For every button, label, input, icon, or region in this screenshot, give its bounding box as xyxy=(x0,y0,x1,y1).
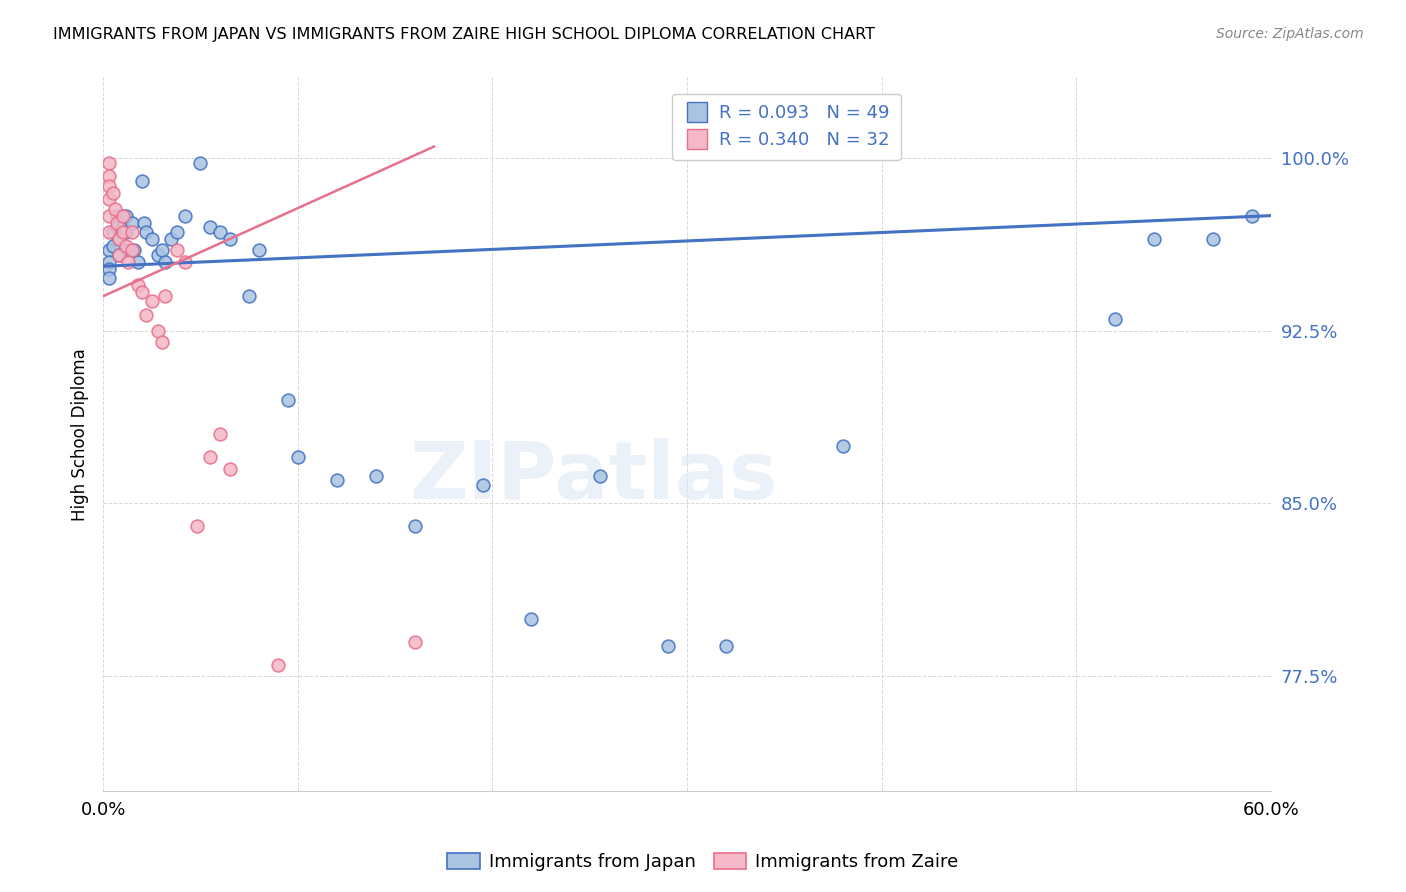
Point xyxy=(831,439,853,453)
Point xyxy=(127,254,149,268)
Point xyxy=(150,335,173,350)
Point xyxy=(277,392,299,407)
Point xyxy=(218,462,240,476)
Point xyxy=(155,254,177,268)
Point xyxy=(166,225,188,239)
Point xyxy=(101,225,124,239)
Point xyxy=(115,238,138,252)
Point xyxy=(267,657,290,672)
Point xyxy=(115,209,138,223)
Point xyxy=(105,209,128,223)
Point xyxy=(121,243,143,257)
Point xyxy=(471,478,494,492)
Point xyxy=(98,193,121,207)
Text: Source: ZipAtlas.com: Source: ZipAtlas.com xyxy=(1216,27,1364,41)
Point xyxy=(98,243,121,257)
Point xyxy=(98,178,121,193)
Point xyxy=(101,238,124,252)
Point xyxy=(107,248,129,262)
Point xyxy=(135,308,157,322)
Point xyxy=(238,289,260,303)
Point xyxy=(117,254,139,268)
Point xyxy=(98,155,121,169)
Point xyxy=(155,289,177,303)
Point xyxy=(98,209,121,223)
Point xyxy=(132,215,155,229)
Point xyxy=(588,468,610,483)
Point xyxy=(173,254,195,268)
Point xyxy=(150,243,173,257)
Point xyxy=(105,215,128,229)
Point xyxy=(160,232,183,246)
Point xyxy=(166,243,188,257)
Point xyxy=(105,220,128,235)
Point xyxy=(127,277,149,292)
Point xyxy=(98,225,121,239)
Point xyxy=(1104,312,1126,326)
Point xyxy=(141,293,163,308)
Point xyxy=(218,232,240,246)
Point xyxy=(1143,232,1166,246)
Point xyxy=(121,215,143,229)
Point xyxy=(146,324,169,338)
Point xyxy=(146,248,169,262)
Point xyxy=(124,243,146,257)
Point xyxy=(186,519,208,533)
Legend: Immigrants from Japan, Immigrants from Zaire: Immigrants from Japan, Immigrants from Z… xyxy=(440,846,966,879)
Point xyxy=(111,209,134,223)
Point xyxy=(98,169,121,184)
Point xyxy=(135,225,157,239)
Point xyxy=(141,232,163,246)
Point xyxy=(404,634,426,648)
Point xyxy=(520,611,543,625)
Point xyxy=(111,220,134,235)
Point xyxy=(131,285,153,299)
Point xyxy=(173,209,195,223)
Point xyxy=(364,468,387,483)
Point xyxy=(1240,209,1263,223)
Point xyxy=(98,261,121,276)
Point xyxy=(1202,232,1225,246)
Point xyxy=(657,639,679,653)
Point xyxy=(198,220,221,235)
Point xyxy=(107,232,129,246)
Point xyxy=(247,243,270,257)
Point xyxy=(98,254,121,268)
Point xyxy=(107,248,129,262)
Point xyxy=(111,225,134,239)
Legend: R = 0.093   N = 49, R = 0.340   N = 32: R = 0.093 N = 49, R = 0.340 N = 32 xyxy=(672,94,900,161)
Point xyxy=(121,225,143,239)
Point xyxy=(104,202,127,216)
Point xyxy=(404,519,426,533)
Point xyxy=(287,450,309,465)
Y-axis label: High School Diploma: High School Diploma xyxy=(72,348,89,521)
Point xyxy=(208,225,231,239)
Point xyxy=(115,225,138,239)
Point xyxy=(208,427,231,442)
Point xyxy=(190,155,212,169)
Text: IMMIGRANTS FROM JAPAN VS IMMIGRANTS FROM ZAIRE HIGH SCHOOL DIPLOMA CORRELATION C: IMMIGRANTS FROM JAPAN VS IMMIGRANTS FROM… xyxy=(53,27,876,42)
Point xyxy=(714,639,737,653)
Text: ZIPatlas: ZIPatlas xyxy=(409,438,778,516)
Point xyxy=(107,232,129,246)
Point xyxy=(101,186,124,200)
Point xyxy=(111,209,134,223)
Point xyxy=(198,450,221,465)
Point xyxy=(131,174,153,188)
Point xyxy=(325,474,347,488)
Point xyxy=(117,243,139,257)
Point xyxy=(98,270,121,285)
